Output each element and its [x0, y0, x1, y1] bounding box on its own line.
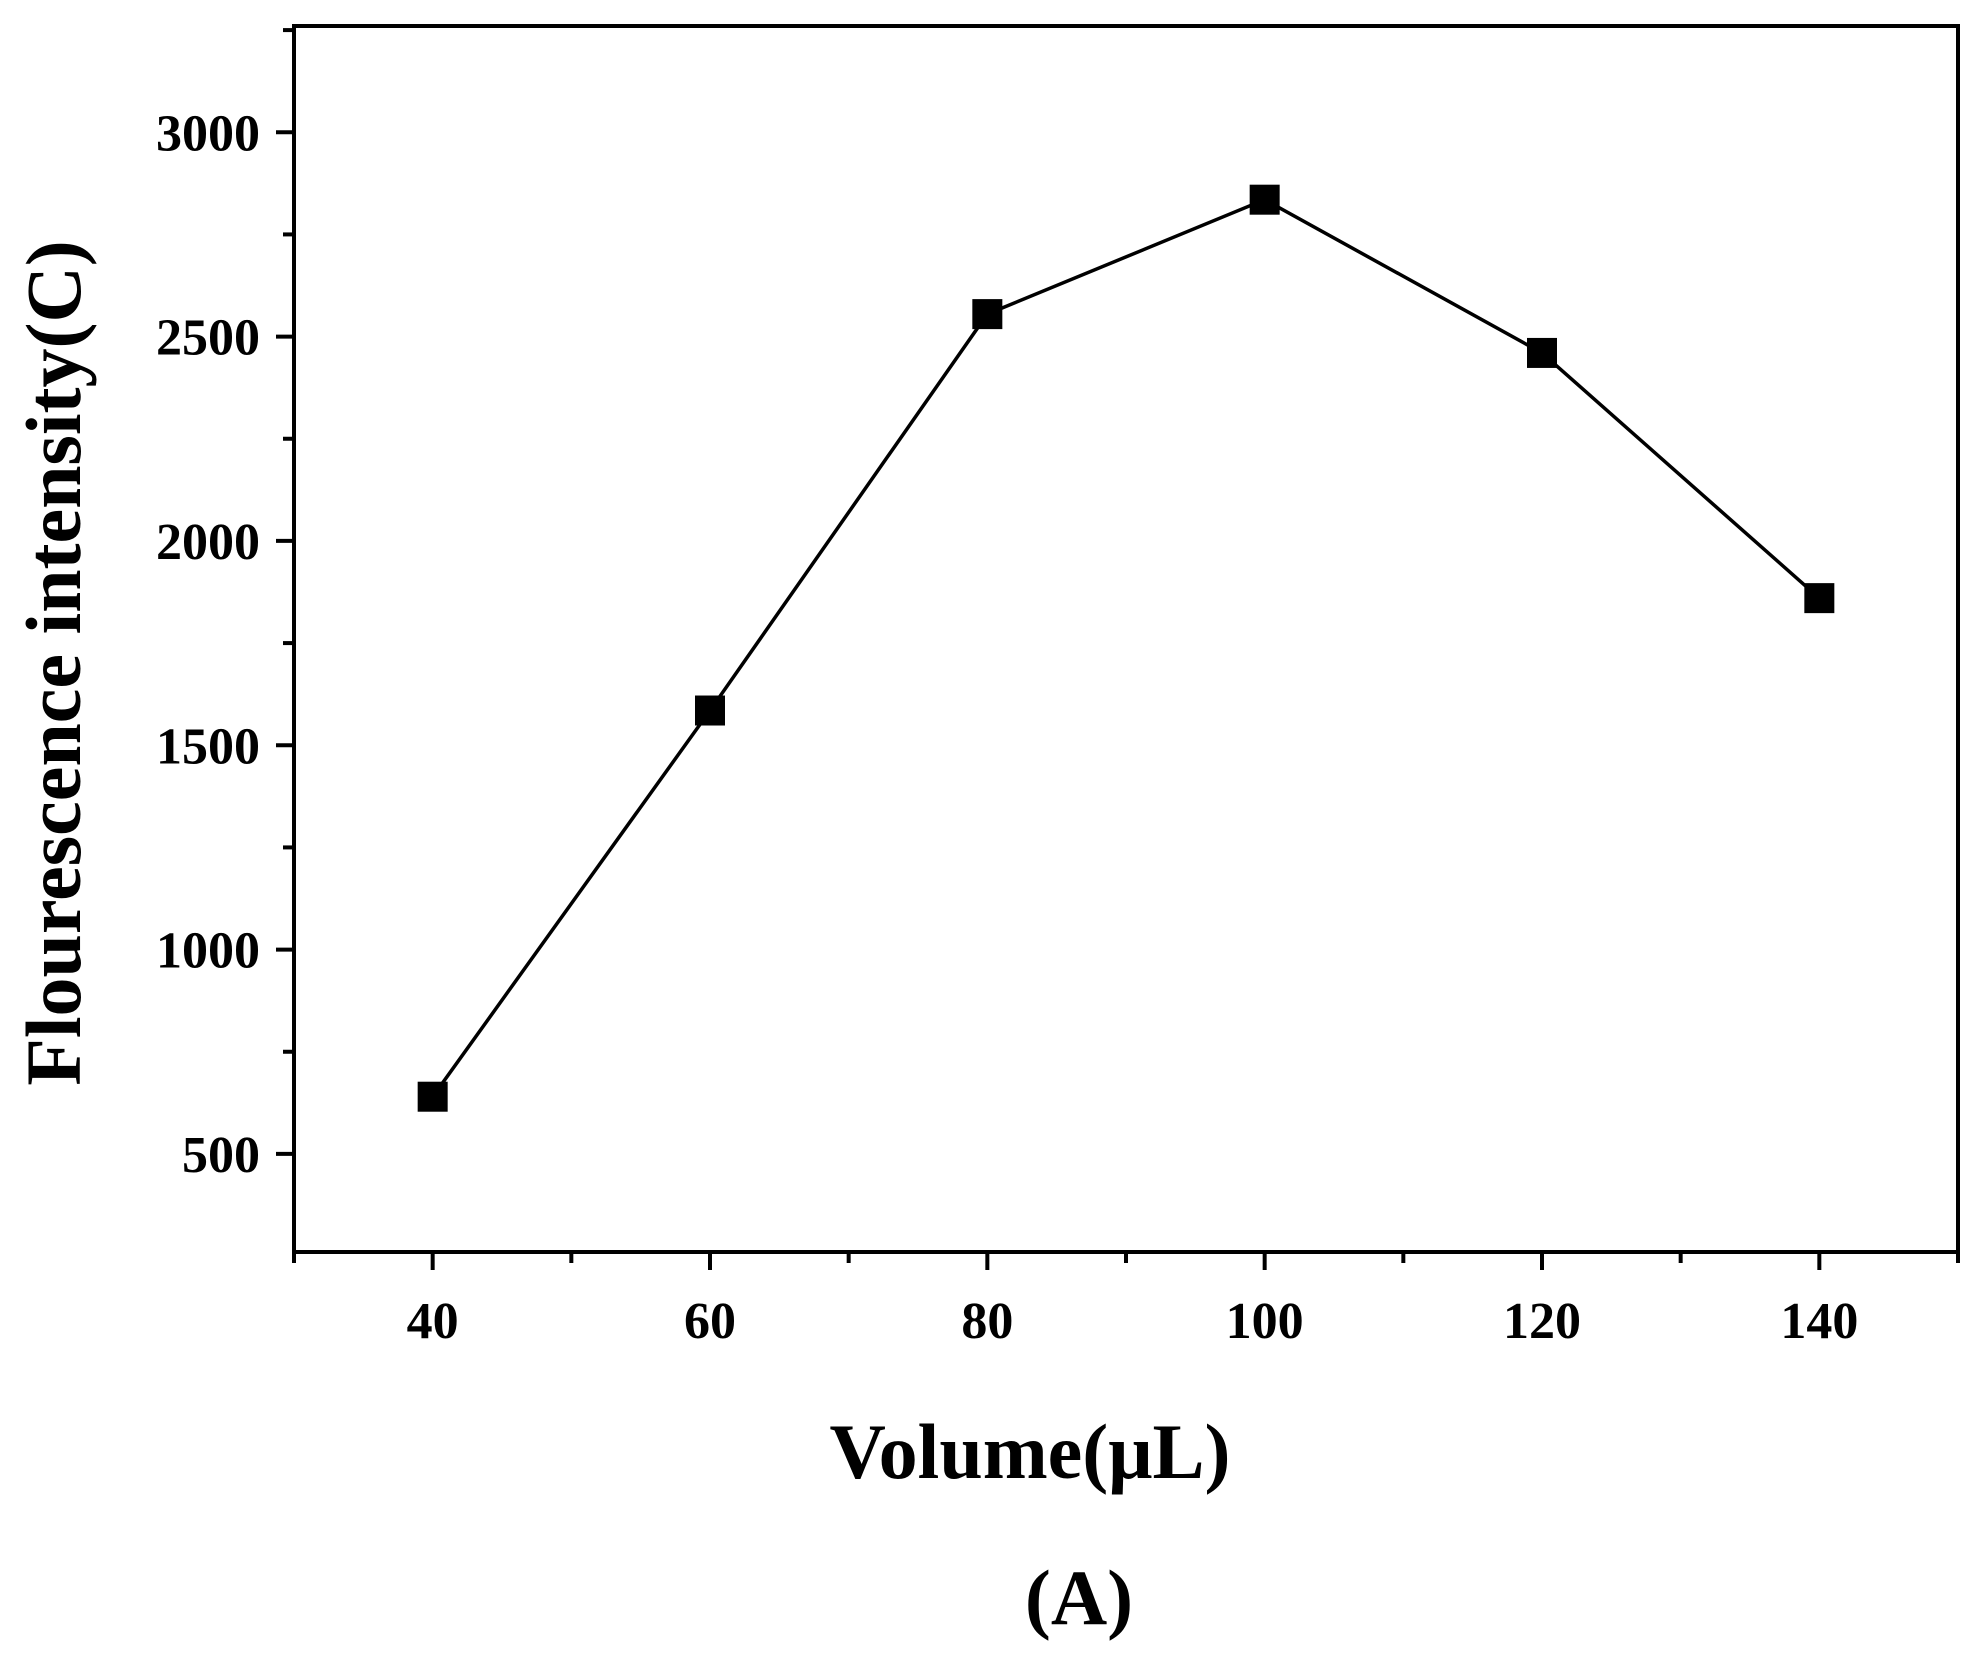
data-point-marker [1527, 337, 1557, 368]
y-tick-label: 2000 [156, 514, 260, 571]
y-tick-label: 1500 [156, 718, 260, 775]
y-tick-label: 500 [182, 1127, 260, 1184]
x-tick-label: 40 [407, 1293, 459, 1350]
data-point-marker [972, 299, 1003, 330]
major-ticks [276, 130, 1822, 1270]
series-line [431, 197, 1821, 1098]
x-tick-label: 120 [1503, 1293, 1581, 1350]
x-tick-labels: 40 60 80 100 120 140 [407, 1293, 1859, 1350]
y-tick-label: 3000 [156, 105, 260, 162]
x-axis-title: Volume(μL) [829, 1408, 1230, 1495]
y-tick-label: 2500 [156, 310, 260, 367]
y-axis-title: Flourescence intensity(C) [10, 240, 97, 1086]
x-tick-label: 80 [961, 1293, 1013, 1350]
x-tick-label: 140 [1780, 1293, 1858, 1350]
y-tick-label: 1000 [156, 923, 260, 980]
y-tick-labels: 500 1000 1500 2000 2500 3000 [156, 105, 260, 1184]
data-point-marker [417, 1081, 448, 1112]
x-tick-label: 100 [1226, 1293, 1304, 1350]
panel-label: (A) [1025, 1554, 1133, 1641]
series-layer [417, 184, 1835, 1112]
x-tick-label: 60 [684, 1293, 736, 1350]
data-point-marker [695, 695, 725, 726]
data-point-marker [1804, 583, 1835, 614]
data-point-marker [1249, 184, 1280, 215]
plot-frame [292, 24, 1960, 1254]
